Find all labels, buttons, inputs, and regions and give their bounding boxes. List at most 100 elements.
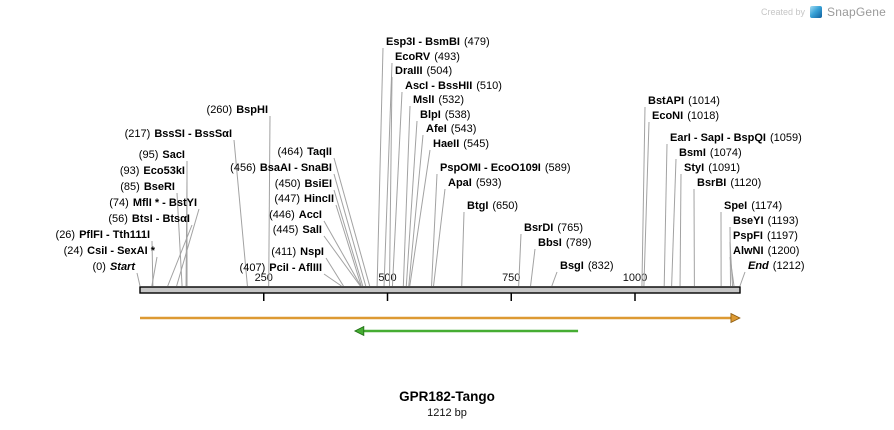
enzyme-site-label[interactable]: (407) PciI - AflIII — [240, 262, 322, 275]
enzyme-site-label[interactable]: (260) BspHI — [207, 104, 268, 117]
site-leader-line — [739, 271, 746, 287]
site-position: (450) — [274, 178, 301, 190]
enzyme-site-label[interactable]: (447) HincII — [274, 193, 334, 206]
enzyme-site-label[interactable]: ApaI (593) — [448, 177, 502, 190]
enzyme-site-label[interactable]: BsmI (1074) — [679, 147, 742, 160]
site-name: DraIII — [395, 65, 423, 77]
enzyme-site-label[interactable]: DraIII (504) — [395, 65, 452, 78]
enzyme-site-label[interactable]: BlpI (538) — [420, 109, 470, 122]
site-name: BbsI — [538, 237, 562, 249]
enzyme-site-label[interactable]: (445) SalI — [273, 224, 322, 237]
enzyme-site-label[interactable]: BsrBI (1120) — [697, 177, 761, 190]
enzyme-site-label[interactable]: PspOMI - EcoO109I (589) — [440, 162, 571, 175]
site-name: BsgI — [560, 260, 584, 272]
site-name: End — [748, 260, 769, 272]
enzyme-site-label[interactable]: (56) BtsI - BtsαI — [108, 213, 190, 226]
site-position: (789) — [565, 237, 592, 249]
enzyme-site-label[interactable]: (74) MflI * - BstYI — [109, 197, 197, 210]
site-name: NspI — [300, 246, 324, 258]
enzyme-site-label[interactable]: (446) AccI — [269, 209, 322, 222]
site-position: (589) — [544, 162, 571, 174]
enzyme-site-label[interactable]: BbsI (789) — [538, 237, 592, 250]
site-name: ApaI — [448, 177, 472, 189]
site-position: (532) — [438, 94, 465, 106]
enzyme-site-label[interactable]: BsgI (832) — [560, 260, 614, 273]
site-position: (650) — [492, 200, 519, 212]
site-name: BsmI — [679, 147, 706, 159]
feature-arrowhead[interactable] — [730, 312, 741, 324]
site-name: AlwNI — [733, 245, 764, 257]
enzyme-site-label[interactable]: MslI (532) — [413, 94, 464, 107]
site-name: TaqII — [307, 146, 332, 158]
site-name: PflFI - Tth111I — [79, 229, 150, 241]
enzyme-site-label[interactable]: (0) Start — [92, 261, 135, 274]
site-position: (407) — [239, 262, 266, 274]
enzyme-site-label[interactable]: BtgI (650) — [467, 200, 518, 213]
site-leader-line — [333, 173, 367, 287]
enzyme-site-label[interactable]: (217) BssSI - BssSαI — [125, 128, 232, 141]
site-position: (93) — [119, 165, 140, 177]
enzyme-site-label[interactable]: (95) SacI — [139, 149, 185, 162]
site-leader-line — [518, 233, 522, 287]
site-name: AfeI — [426, 123, 447, 135]
site-name: SacI — [162, 149, 185, 161]
site-position: (0) — [92, 261, 106, 273]
site-name: BspHI — [236, 104, 268, 116]
enzyme-site-label[interactable]: End (1212) — [748, 260, 805, 273]
watermark-created-by: Created by — [760, 7, 806, 17]
site-name: EcoNI — [652, 110, 684, 122]
enzyme-site-label[interactable]: EarI - SapI - BspQI (1059) — [670, 132, 802, 145]
site-leader-line — [323, 273, 342, 287]
site-position: (510) — [476, 80, 502, 92]
enzyme-site-label[interactable]: EcoRV (493) — [395, 51, 460, 64]
enzyme-site-label[interactable]: (24) CsiI - SexAI * — [64, 245, 155, 258]
enzyme-site-label[interactable]: EcoNI (1018) — [652, 110, 719, 123]
enzyme-site-label[interactable]: PspFI (1197) — [733, 230, 798, 243]
enzyme-site-label[interactable]: BstAPI (1014) — [648, 95, 720, 108]
site-position: (545) — [463, 138, 489, 150]
enzyme-site-label[interactable]: (85) BseRI — [120, 181, 175, 194]
enzyme-site-label[interactable]: SpeI (1174) — [724, 200, 782, 213]
site-name: BsaAI - SnaBI — [259, 162, 332, 174]
site-name: PspFI — [733, 230, 763, 242]
site-position: (1014) — [688, 95, 720, 107]
site-name: HaeII — [433, 138, 460, 150]
site-leader-line — [433, 188, 446, 287]
enzyme-site-label[interactable]: (26) PflFI - Tth111I — [56, 229, 150, 242]
enzyme-site-label[interactable]: (464) TaqII — [277, 146, 332, 159]
site-position: (1018) — [687, 110, 719, 122]
site-leader-line — [431, 173, 438, 287]
site-leader-line — [409, 149, 431, 287]
site-position: (1091) — [708, 162, 740, 174]
site-leader-line — [383, 62, 393, 287]
site-position: (1200) — [767, 245, 800, 257]
site-name: BseRI — [143, 181, 175, 193]
enzyme-site-label[interactable]: (93) Eco53kI — [120, 165, 185, 178]
enzyme-site-label[interactable]: (411) NspI — [271, 246, 324, 259]
enzyme-site-label[interactable]: AfeI (543) — [426, 123, 476, 136]
site-name: BssSI - BssSαI — [154, 128, 232, 140]
ruler-tick-label: 500 — [378, 272, 396, 284]
feature-arrowhead[interactable] — [353, 325, 365, 337]
enzyme-site-label[interactable]: BseYI (1193) — [733, 215, 799, 228]
enzyme-site-label[interactable]: HaeII (545) — [433, 138, 489, 151]
site-leader-line — [729, 256, 735, 287]
site-leader-line — [233, 139, 248, 287]
enzyme-site-label[interactable]: StyI (1091) — [684, 162, 740, 175]
enzyme-site-label[interactable]: (456) BsaAI - SnaBI — [230, 162, 332, 175]
enzyme-site-label[interactable]: (450) BsiEI — [275, 178, 332, 191]
enzyme-site-label[interactable]: AlwNI (1200) — [733, 245, 799, 258]
sequence-bar[interactable] — [139, 286, 741, 294]
map-length: 1212 bp — [427, 407, 467, 419]
enzyme-site-label[interactable]: Esp3I - BsmBI (479) — [386, 36, 490, 49]
enzyme-site-label[interactable]: AscI - BssHII (510) — [405, 80, 502, 93]
site-leader-line — [408, 134, 424, 287]
site-name: Esp3I - BsmBI — [386, 36, 460, 48]
enzyme-site-label[interactable]: BsrDI (765) — [524, 222, 583, 235]
site-position: (24) — [63, 245, 84, 257]
site-leader-line — [461, 211, 465, 287]
site-name: StyI — [684, 162, 705, 174]
ruler-tick-label: 750 — [502, 272, 520, 284]
